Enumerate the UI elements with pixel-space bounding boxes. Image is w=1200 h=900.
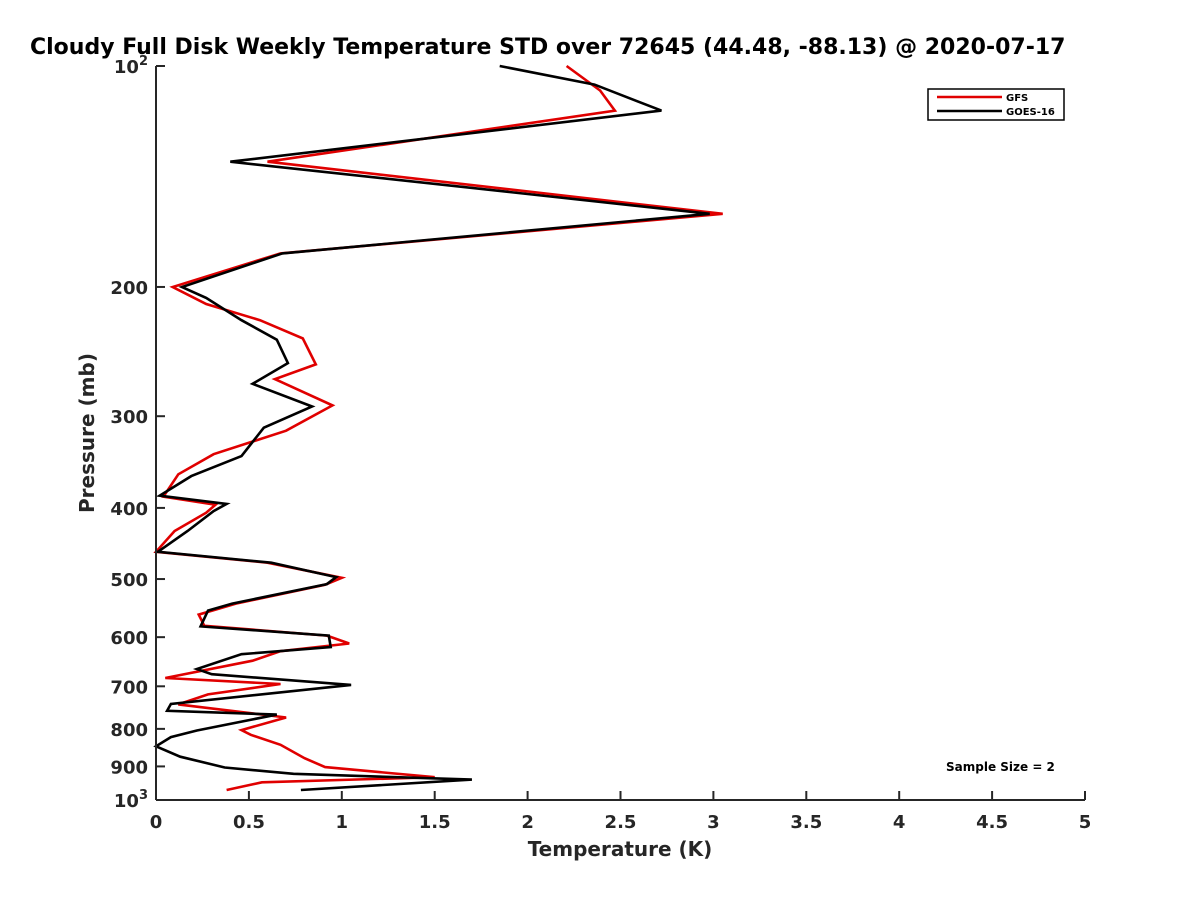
x-tick-label: 5	[1079, 812, 1092, 833]
series-line-goes16	[153, 64, 710, 792]
y-tick-label: 800	[110, 720, 148, 741]
legend-box	[927, 88, 1065, 121]
chart-title: Cloudy Full Disk Weekly Temperature STD …	[30, 35, 1065, 60]
x-tick-label: 4	[893, 812, 906, 833]
y-tick-label: 600	[110, 628, 148, 649]
legend: GFS GOES-16	[927, 88, 1065, 121]
legend-label-goes16: GOES-16	[1006, 107, 1055, 118]
x-tick-label: 2.5	[605, 812, 637, 833]
x-tick-label: 3	[707, 812, 720, 833]
plot-area: 0 0.5 1 1.5 2 2.5 3 3.5 4 4.5 5 1 0 2 200 300 400 500 600…	[110, 54, 1091, 833]
y-tick-label: 900	[110, 757, 148, 778]
plot-background	[156, 66, 1085, 800]
sample-size-note: Sample Size = 2	[946, 760, 1055, 774]
y-tick-label: 200	[110, 278, 148, 299]
x-tick-label: 0.5	[233, 812, 265, 833]
y-tick-label: 400	[110, 499, 148, 520]
x-tick-label: 1	[336, 812, 349, 833]
y-tick-label: 300	[110, 407, 148, 428]
x-tick-label: 0	[150, 812, 163, 833]
y-axis-label: Pressure (mb)	[75, 353, 99, 513]
x-tick-label: 1.5	[419, 812, 451, 833]
legend-label-gfs: GFS	[1006, 93, 1028, 104]
x-axis-label: Temperature (K)	[528, 837, 713, 861]
y-tick-label: 500	[110, 570, 148, 591]
series-layer	[153, 64, 723, 792]
x-tick-label: 2	[521, 812, 534, 833]
x-tick-label: 4.5	[976, 812, 1008, 833]
x-tick-label: 3.5	[790, 812, 822, 833]
x-axis-ticks: 0 0.5 1 1.5 2 2.5 3 3.5 4 4.5 5	[150, 791, 1092, 833]
y-tick-label: 700	[110, 677, 148, 698]
